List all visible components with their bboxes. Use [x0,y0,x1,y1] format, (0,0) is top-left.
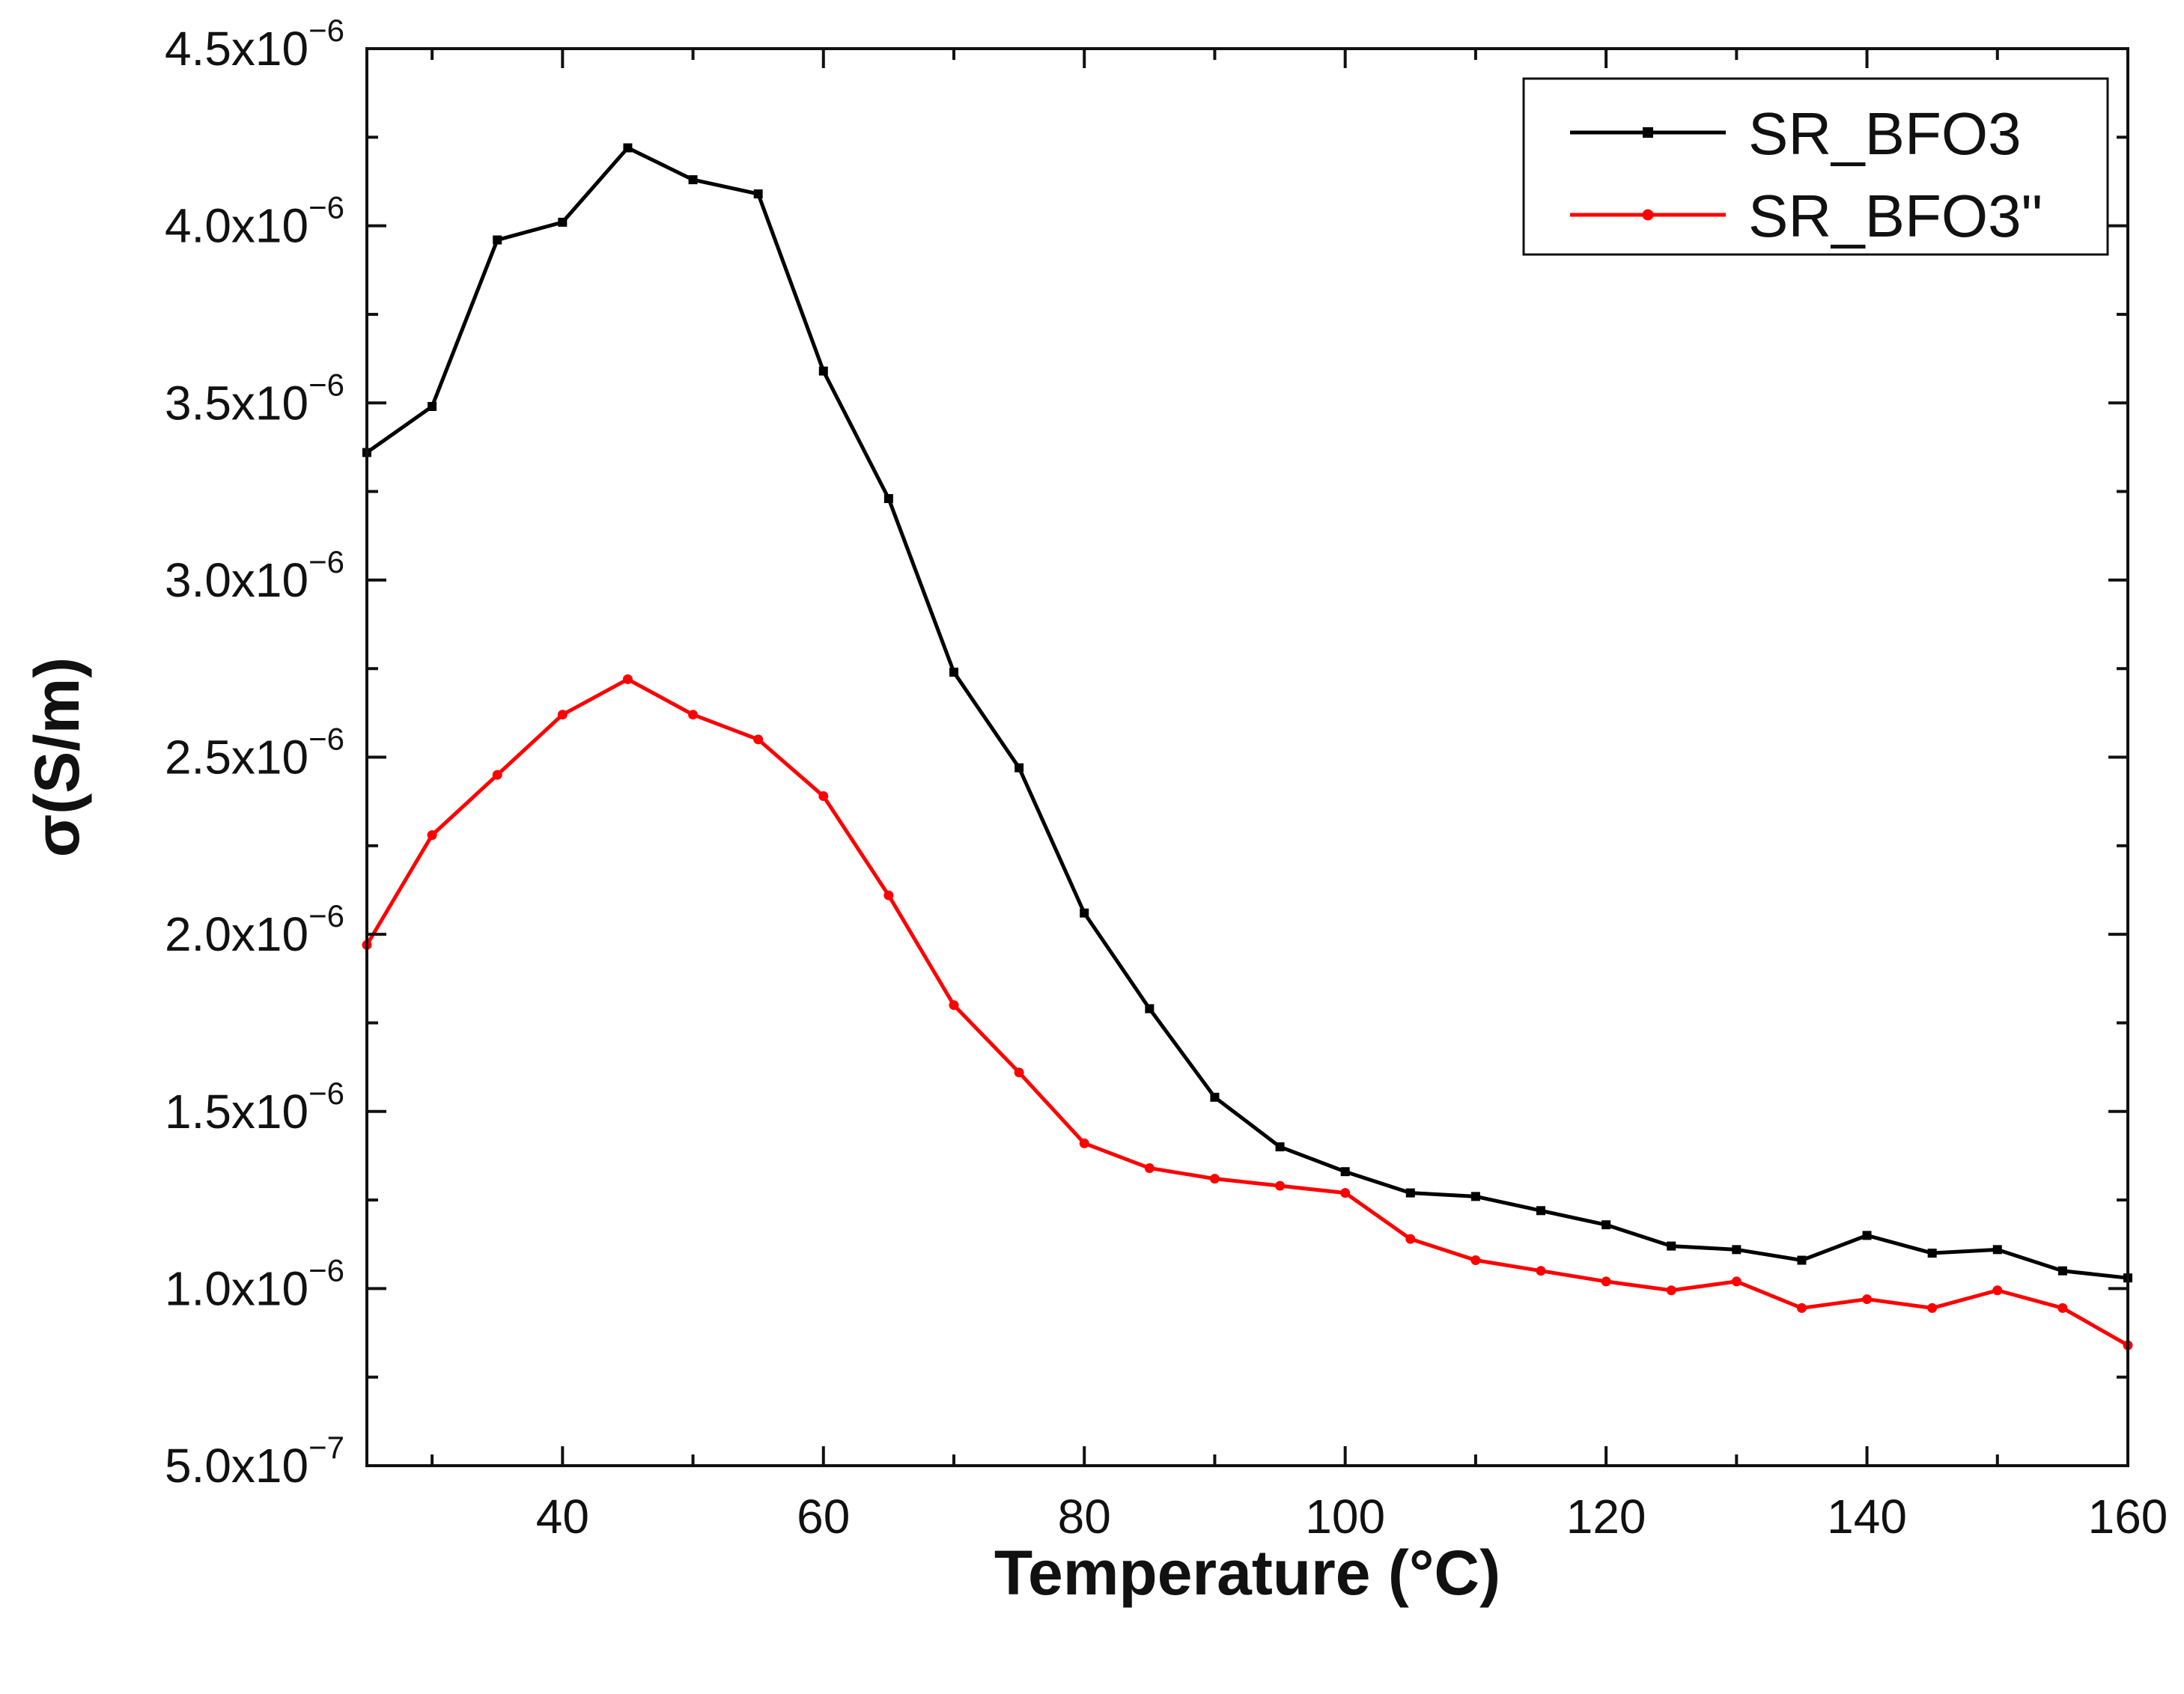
y-tick-label: 5.0x10−7 [165,1430,344,1493]
y-tick-label: 4.0x10−6 [165,190,344,253]
data-point-sr-bfo3-dp [1731,1276,1742,1287]
data-point-sr-bfo3-dp [1014,1067,1024,1078]
data-point-sr-bfo3 [1145,1004,1155,1014]
y-tick-label: 1.5x10−6 [165,1076,344,1139]
x-tick-label: 100 [1305,1490,1385,1544]
data-point-sr-bfo3-dp [1470,1255,1481,1266]
data-point-sr-bfo3 [558,217,568,227]
data-point-sr-bfo3 [1275,1142,1285,1152]
data-point-sr-bfo3-dp [1992,1285,2003,1296]
legend: SR_BFO3 SR_BFO3" [1522,77,2109,256]
data-point-sr-bfo3 [1992,1245,2002,1255]
data-point-sr-bfo3-dp [1079,1138,1089,1148]
legend-box [1522,77,2109,256]
series-line-sr-bfo3 [365,146,2129,1280]
data-point-sr-bfo3 [1927,1249,1937,1258]
data-point-sr-bfo3 [1405,1188,1415,1198]
x-tick-label: 140 [1827,1490,1907,1544]
data-point-sr-bfo3-dp [1927,1303,1938,1313]
series-layer [362,143,2133,1350]
data-point-sr-bfo3 [493,235,502,245]
data-point-sr-bfo3 [1015,763,1024,773]
y-tick-label: 3.5x10−6 [165,367,344,430]
data-point-sr-bfo3 [1862,1231,1872,1240]
data-point-sr-bfo3-dp [1340,1188,1351,1198]
data-point-sr-bfo3 [1470,1192,1480,1201]
data-point-sr-bfo3-dp [688,710,699,720]
data-point-sr-bfo3-dp [1536,1266,1546,1276]
y-tick-label: 3.0x10−6 [165,544,344,607]
y-axis-title: σ(S/m) [22,657,92,857]
data-point-sr-bfo3-dp [753,734,764,745]
data-point-sr-bfo3-dp [1405,1234,1416,1244]
y-tick-labels: 5.0x10−7 1.0x10−6 1.5x10−6 2.0x10−6 2.5x10−6… [165,13,344,1493]
data-point-sr-bfo3-dp [1144,1163,1155,1173]
x-tick-label: 40 [536,1490,589,1544]
data-point-sr-bfo3-dp [1209,1174,1220,1184]
data-point-sr-bfo3-dp [818,791,829,802]
data-point-sr-bfo3 [1080,908,1089,918]
data-point-sr-bfo3 [1667,1241,1676,1251]
data-point-sr-bfo3-dp [492,770,502,780]
data-point-sr-bfo3-dp [1666,1285,1676,1296]
data-point-sr-bfo3 [1210,1092,1220,1102]
y-tick-label: 1.0x10−6 [165,1252,344,1315]
data-point-sr-bfo3-dp [622,674,633,684]
data-point-sr-bfo3-dp [949,1000,959,1011]
x-tick-label: 160 [2088,1490,2168,1544]
series-line-sr-bfo3-dp [365,677,2129,1347]
y-tick-label: 4.5x10−6 [165,13,344,76]
data-point-sr-bfo3-dp [1275,1180,1286,1191]
x-tick-label: 80 [1058,1490,1111,1544]
data-point-sr-bfo3 [1602,1220,1611,1230]
x-tick-label: 120 [1566,1490,1646,1544]
legend-items: SR_BFO3 SR_BFO3" [1570,100,2042,249]
data-point-sr-bfo3-dp [1862,1294,1873,1305]
data-point-sr-bfo3 [428,401,437,411]
data-point-sr-bfo3 [1536,1206,1545,1216]
legend-marker-sr-bfo3-dp [1642,209,1654,221]
data-point-sr-bfo3-dp [883,890,894,901]
data-point-sr-bfo3 [2057,1266,2067,1276]
y-tick-label: 2.0x10−6 [165,898,344,961]
data-point-sr-bfo3-dp [1796,1303,1807,1313]
x-tick-label: 60 [797,1490,850,1544]
y-tick-label: 2.5x10−6 [165,722,344,784]
data-point-sr-bfo3 [1797,1255,1807,1265]
legend-marker-sr-bfo3 [1643,127,1653,138]
data-point-sr-bfo3 [753,189,763,199]
data-point-sr-bfo3 [1732,1245,1742,1255]
data-point-sr-bfo3-dp [557,710,568,720]
data-point-sr-bfo3 [883,494,893,504]
legend-label-sr-bfo3-dp: SR_BFO3" [1748,183,2042,249]
data-point-sr-bfo3-dp [427,830,437,841]
legend-label-sr-bfo3: SR_BFO3 [1748,100,2022,167]
data-point-sr-bfo3 [818,366,828,376]
axis-ticks [367,47,2129,1467]
data-point-sr-bfo3 [623,143,633,153]
data-point-sr-bfo3 [1340,1167,1350,1177]
data-point-sr-bfo3 [949,667,958,677]
data-point-sr-bfo3-dp [2057,1303,2068,1313]
x-tick-labels: 40 60 80 100 120 140 160 [536,1490,2168,1544]
data-point-sr-bfo3-dp [1601,1276,1611,1287]
x-axis-title: Temperature (°C) [994,1538,1500,1608]
data-point-sr-bfo3 [688,175,698,185]
